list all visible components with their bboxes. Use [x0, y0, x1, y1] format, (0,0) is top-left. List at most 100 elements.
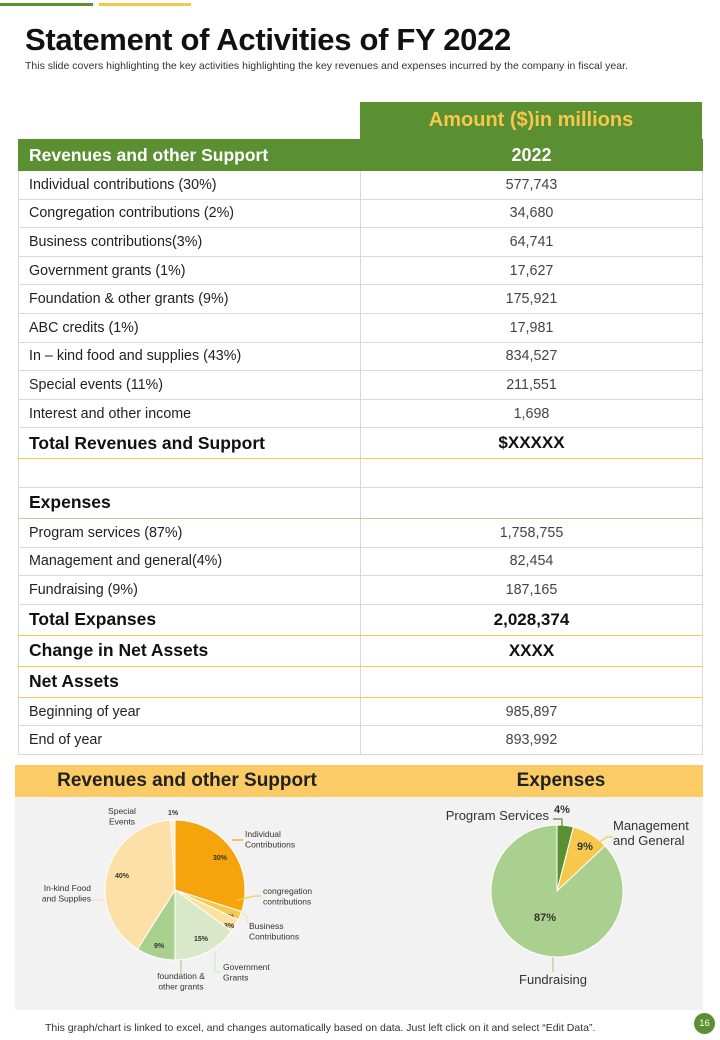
revenue-slice-percent: 30%: [213, 855, 228, 862]
revenue-slice-name: Government: [223, 962, 270, 972]
revenue-row-value: 17,627: [360, 255, 703, 286]
expense-slice-name: Management: [613, 818, 689, 833]
revenue-row-label: Interest and other income: [18, 398, 361, 429]
net-assets-row: End of year 893,992: [18, 725, 703, 755]
total-revenues-row-label: Total Revenues and Support: [18, 427, 361, 460]
expense-row-label: Management and general(4%): [18, 546, 361, 577]
revenue-row: ABC credits (1%) 17,981: [18, 312, 703, 343]
charts-area: 30%IndividualContributions2%congregation…: [15, 797, 703, 1010]
net-assets-row-label: Beginning of year: [18, 696, 361, 727]
expense-row-value: 187,165: [360, 575, 703, 605]
revenues-header-row-label: Revenues and other Support: [18, 139, 361, 171]
expense-slice-name: Fundraising: [519, 972, 587, 987]
revenue-slice-percent: 3%: [224, 923, 235, 930]
page-subtitle: This slide covers highlighting the key a…: [25, 60, 628, 72]
total-revenues-row: Total Revenues and Support $XXXXX: [18, 427, 703, 460]
revenue-row: Foundation & other grants (9%) 175,921: [18, 284, 703, 314]
revenue-row-value: 175,921: [360, 284, 703, 314]
revenue-row-label: Business contributions(3%): [18, 227, 361, 257]
revenue-row: Interest and other income 1,698: [18, 398, 703, 429]
net-assets-header-row-label: Net Assets: [18, 665, 361, 698]
revenue-row-value: 1,698: [360, 398, 703, 429]
charts-svg: 30%IndividualContributions2%congregation…: [42, 804, 689, 992]
revenue-row-label: Individual contributions (30%): [18, 170, 361, 200]
page-title: Statement of Activities of FY 2022: [25, 22, 511, 57]
net-assets-row: Beginning of year 985,897: [18, 696, 703, 727]
expense-slice-percent: 4%: [554, 804, 570, 816]
decor-bar-green: [0, 3, 93, 6]
revenue-row: Congregation contributions (2%) 34,680: [18, 198, 703, 229]
revenue-row: Individual contributions (30%) 577,743: [18, 170, 703, 200]
revenue-slice: [170, 819, 176, 891]
total-expenses-row-label: Total Expanses: [18, 603, 361, 636]
revenue-slice-percent: 1%: [168, 810, 179, 817]
expenses-chart-title: Expenses: [516, 770, 606, 791]
revenue-slice-name: foundation &: [157, 971, 205, 981]
net-assets-header-row-value: [360, 665, 703, 698]
revenue-slice-name: Individual: [245, 829, 281, 839]
revenue-row-label: Foundation & other grants (9%): [18, 284, 361, 314]
expenses-header-row-label: Expenses: [18, 486, 361, 519]
spacer-row: [18, 458, 703, 488]
change-net-assets-row-label: Change in Net Assets: [18, 634, 361, 667]
amount-column-header: Amount ($)in millions: [360, 102, 702, 139]
revenue-slice: [174, 889, 233, 961]
decor-bar-yellow: [99, 3, 191, 6]
revenue-row-value: 577,743: [360, 170, 703, 200]
page-number: 16: [694, 1013, 715, 1034]
revenue-row-value: 34,680: [360, 198, 703, 229]
revenue-row-label: ABC credits (1%): [18, 312, 361, 343]
revenue-slice-name: and Supplies: [42, 894, 91, 904]
revenue-row-value: 834,527: [360, 341, 703, 372]
expense-row-label: Fundraising (9%): [18, 575, 361, 605]
revenue-row-label: In – kind food and supplies (43%): [18, 341, 361, 372]
charts-header-band: Revenues and other Support Expenses: [15, 765, 703, 797]
revenue-slice-name: other grants: [158, 982, 203, 992]
expense-slice-percent: 9%: [577, 841, 593, 853]
expense-leader-line: [553, 818, 563, 827]
footer-note: This graph/chart is linked to excel, and…: [45, 1022, 596, 1034]
spacer-row-value: [360, 458, 703, 488]
revenue-slice: [104, 819, 176, 950]
expense-slice: [490, 824, 624, 958]
expenses-header-row: Expenses: [18, 486, 703, 519]
expense-slice-name: and General: [613, 833, 685, 848]
expense-row: Fundraising (9%) 187,165: [18, 575, 703, 605]
revenue-row-value: 64,741: [360, 227, 703, 257]
total-revenues-row-value: $XXXXX: [360, 427, 703, 460]
revenue-slice-name: Special: [108, 806, 136, 816]
expense-row-value: 82,454: [360, 546, 703, 577]
revenue-slice: [174, 819, 246, 913]
total-expenses-row-value: 2,028,374: [360, 603, 703, 636]
expense-row-label: Program services (87%): [18, 517, 361, 548]
net-assets-row-label: End of year: [18, 725, 361, 755]
revenue-slice-name: congregation: [263, 886, 312, 896]
revenues-chart-title: Revenues and other Support: [57, 770, 317, 791]
expense-row: Program services (87%) 1,758,755: [18, 517, 703, 548]
revenue-slice-name: Contributions: [245, 840, 295, 850]
revenue-slice-name: Grants: [223, 973, 249, 983]
spacer-row-label: [18, 458, 361, 488]
total-expenses-row: Total Expanses 2,028,374: [18, 603, 703, 636]
revenues-header-row: Revenues and other Support 2022: [18, 139, 703, 171]
net-assets-row-value: 893,992: [360, 725, 703, 755]
revenue-slice-percent: 9%: [154, 943, 165, 950]
revenue-slice-percent: 40%: [115, 873, 130, 880]
revenue-row: In – kind food and supplies (43%) 834,527: [18, 341, 703, 372]
expense-row: Management and general(4%) 82,454: [18, 546, 703, 577]
net-assets-row-value: 985,897: [360, 696, 703, 727]
revenue-row-value: 211,551: [360, 370, 703, 400]
revenue-slice-percent: 15%: [194, 936, 209, 943]
revenue-slice-name: In-kind Food: [44, 883, 92, 893]
net-assets-header-row: Net Assets: [18, 665, 703, 698]
revenue-row: Special events (11%) 211,551: [18, 370, 703, 400]
revenue-row-label: Special events (11%): [18, 370, 361, 400]
revenue-leader-line: [214, 952, 221, 973]
revenue-row-label: Government grants (1%): [18, 255, 361, 286]
revenue-slice-name: Events: [109, 817, 135, 827]
expense-slice-name: Program Services: [446, 808, 550, 823]
revenue-leader-line: [240, 909, 248, 923]
revenue-slice-name: Contributions: [249, 932, 299, 942]
revenue-leader-line: [236, 895, 261, 901]
revenue-row: Government grants (1%) 17,627: [18, 255, 703, 286]
